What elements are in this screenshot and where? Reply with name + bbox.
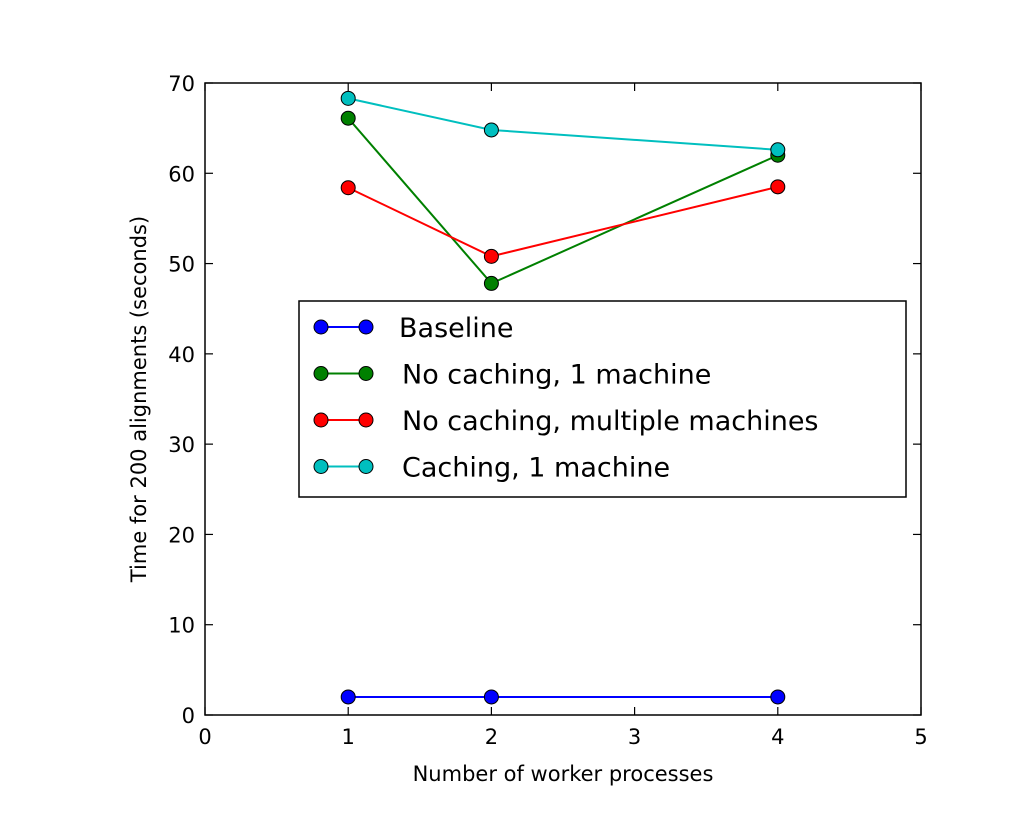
data-point [340,689,356,705]
legend-label: No caching, 1 machine [402,360,711,391]
y-tick-label: 70 [168,72,195,96]
legend-entry: Caching, 1 machine [313,453,670,484]
plot-frame [204,82,922,716]
data-point [483,122,499,138]
data-point [340,180,356,196]
legend-marker [313,366,329,381]
x-tick-label: 5 [914,725,927,749]
x-tick-label: 3 [628,725,641,749]
y-tick-label: 30 [168,433,195,457]
legend-entry: Baseline [313,313,513,344]
x-tick-label: 4 [771,725,784,749]
legend-marker [313,412,329,428]
x-tick-label: 0 [198,725,211,749]
legend-marker [313,319,329,335]
legend-label: Caching, 1 machine [402,453,670,484]
data-point [770,689,786,705]
legend-marker [358,412,374,428]
y-tick-label: 50 [168,253,195,277]
legend-label: No caching, multiple machines [402,406,819,437]
data-point [340,90,356,106]
legend-entry: No caching, 1 machine [313,360,711,391]
legend-frame [298,300,907,498]
y-tick-label: 10 [168,614,195,638]
legend-entry: No caching, multiple machines [313,406,819,437]
legend-marker [358,319,374,335]
series [340,179,786,264]
y-tick-label: 40 [168,343,195,367]
x-tick-label: 2 [485,725,498,749]
series [340,689,786,705]
data-point [483,248,499,264]
legend-marker [358,459,374,474]
series [340,90,786,158]
y-axis-title: Time for 200 alignments (seconds) [127,216,151,583]
data-point [340,110,356,126]
x-tick-label: 1 [342,725,355,749]
y-tick-label: 0 [182,704,195,728]
data-point [770,142,786,158]
y-tick-label: 20 [168,523,195,547]
data-point [483,689,499,705]
legend-label: Baseline [399,313,513,344]
legend-marker [313,459,329,474]
legend-marker [358,366,374,381]
data-point [770,179,786,195]
x-axis-title: Number of worker processes [413,762,714,786]
y-tick-label: 60 [168,162,195,186]
data-point [483,275,499,291]
